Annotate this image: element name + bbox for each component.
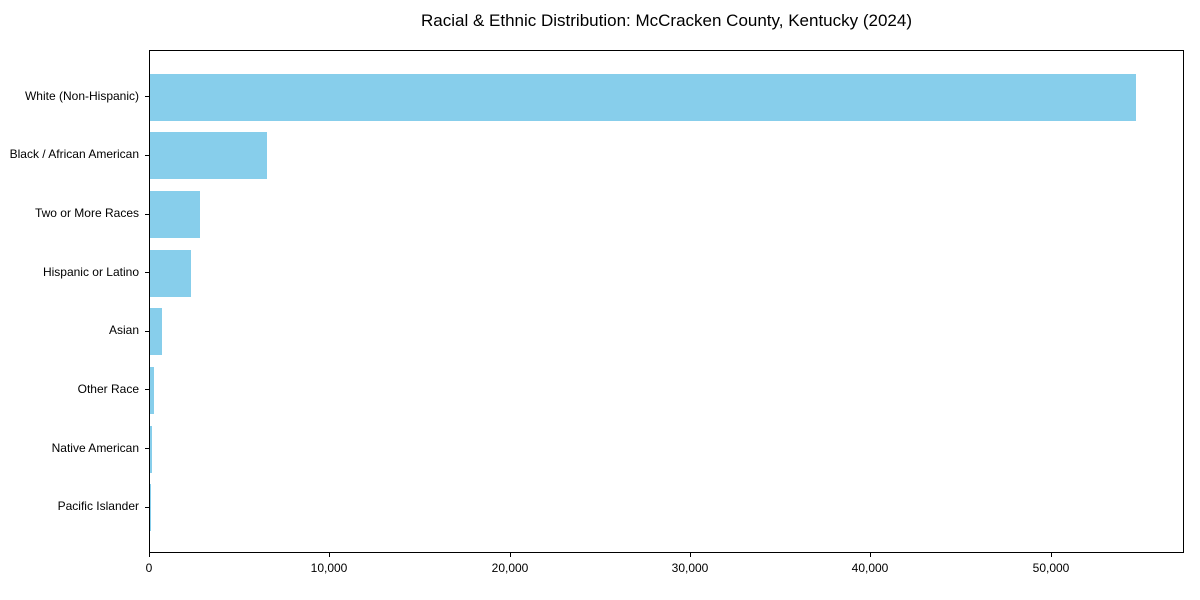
y-tick-label: Native American xyxy=(51,441,139,455)
bar-pacific-islander xyxy=(150,484,151,532)
y-tick-label: Other Race xyxy=(77,382,139,396)
y-tick-mark xyxy=(145,389,149,390)
y-tick-label: Hispanic or Latino xyxy=(42,265,139,279)
x-tick-mark xyxy=(149,553,150,557)
x-tick-mark xyxy=(510,553,511,557)
y-tick-mark xyxy=(145,155,149,156)
bar-white-non-hispanic xyxy=(150,73,1137,121)
x-tick-mark xyxy=(329,553,330,557)
y-tick-mark xyxy=(145,214,149,215)
x-tick-label: 40,000 xyxy=(851,561,889,575)
x-tick-label: 0 xyxy=(145,561,153,575)
x-tick-label: 20,000 xyxy=(491,561,529,575)
plot-area xyxy=(149,50,1184,553)
y-tick-label: Black / African American xyxy=(9,147,139,161)
y-tick-mark xyxy=(145,96,149,97)
bar-asian xyxy=(150,308,162,356)
y-tick-label: Pacific Islander xyxy=(57,499,139,513)
y-tick-mark xyxy=(145,272,149,273)
y-tick-mark xyxy=(145,448,149,449)
x-tick-label: 30,000 xyxy=(671,561,709,575)
y-tick-label: Asian xyxy=(108,323,139,337)
y-tick-label: White (Non-Hispanic) xyxy=(24,89,139,103)
chart-title: Racial & Ethnic Distribution: McCracken … xyxy=(421,11,912,30)
x-tick-mark xyxy=(870,553,871,557)
bar-other-race xyxy=(150,366,155,414)
bar-native-american xyxy=(150,425,152,473)
bar-hispanic-or-latino xyxy=(150,249,192,297)
x-tick-mark xyxy=(690,553,691,557)
y-tick-mark xyxy=(145,331,149,332)
y-tick-label: Two or More Races xyxy=(34,206,139,220)
x-tick-label: 50,000 xyxy=(1032,561,1070,575)
bar-black-african-american xyxy=(150,132,267,180)
bar-two-or-more-races xyxy=(150,191,201,239)
x-tick-label: 10,000 xyxy=(310,561,348,575)
x-tick-mark xyxy=(1051,553,1052,557)
y-tick-mark xyxy=(145,507,149,508)
